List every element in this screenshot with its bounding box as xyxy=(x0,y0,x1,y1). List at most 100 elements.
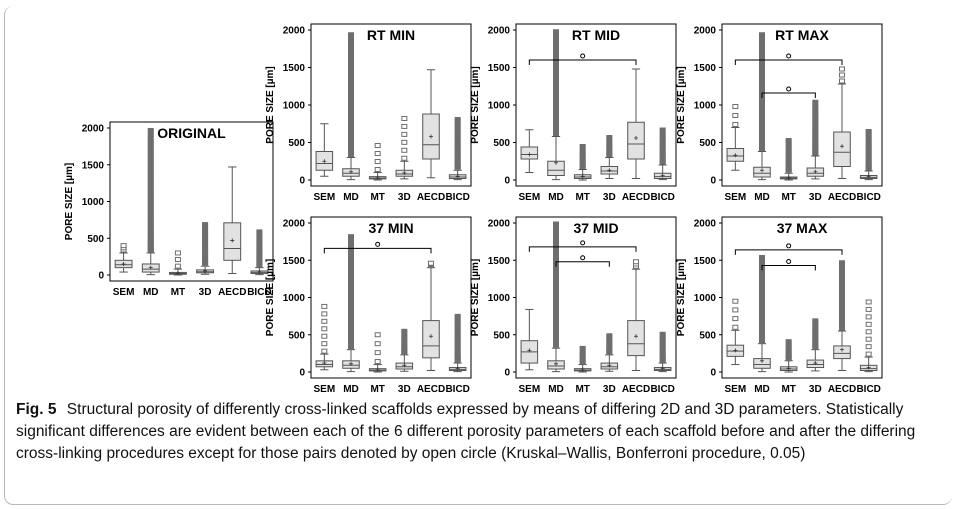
outlier-mark xyxy=(553,225,559,229)
outlier-mark xyxy=(732,113,739,118)
outlier-mark xyxy=(812,103,819,107)
outlier-mark xyxy=(348,318,354,322)
outlier-mark xyxy=(348,76,354,80)
outlier-mark xyxy=(348,297,354,301)
outlier-mark xyxy=(348,287,354,291)
outlier-mark xyxy=(348,117,354,121)
outlier-mark xyxy=(147,213,154,217)
box xyxy=(422,320,440,359)
outlier-mark xyxy=(348,63,354,67)
outlier-mark xyxy=(147,166,154,170)
outlier-mark xyxy=(147,189,154,193)
outlier-mark xyxy=(553,93,559,97)
y-tick-label: 1000 xyxy=(283,101,306,112)
outlier-mark xyxy=(256,233,263,237)
outlier-mark xyxy=(401,330,408,334)
outlier-mark xyxy=(454,321,461,325)
outlier-mark xyxy=(785,139,792,143)
outlier-mark xyxy=(812,336,819,340)
outlier-mark xyxy=(759,47,765,51)
mean-marker xyxy=(760,168,764,173)
outlier-mark xyxy=(553,288,559,292)
outlier-mark xyxy=(454,141,461,145)
outlier-mark xyxy=(553,306,559,310)
outlier-mark xyxy=(553,46,559,50)
outlier-mark xyxy=(659,150,666,154)
outlier-mark xyxy=(732,122,739,127)
mean-marker xyxy=(607,363,612,368)
mean-marker xyxy=(121,261,126,266)
outlier-mark xyxy=(759,319,765,323)
outlier-mark xyxy=(759,262,765,266)
y-tick-label: 1500 xyxy=(694,63,717,74)
outlier-mark xyxy=(256,244,263,248)
outlier-mark xyxy=(759,34,765,38)
outlier-mark xyxy=(659,127,666,131)
outlier-mark xyxy=(759,280,765,284)
outlier-mark xyxy=(785,147,792,151)
outlier-mark xyxy=(553,278,559,282)
outlier-mark xyxy=(865,147,872,151)
outlier-mark xyxy=(321,341,328,347)
outlier-mark xyxy=(147,196,154,200)
outlier-mark xyxy=(759,101,765,105)
outlier-mark xyxy=(401,139,408,145)
outlier-mark xyxy=(202,227,209,231)
mean-marker xyxy=(375,367,380,372)
figure-charts: ORIGINAL 0 500 1000 1500 2000 PORE SIZE [µm] SE… xyxy=(64,23,883,395)
outlier-mark xyxy=(321,318,328,324)
outlier-mark xyxy=(348,242,354,246)
outlier-mark xyxy=(147,137,154,141)
panel-title: RT MIN xyxy=(367,27,415,43)
outlier-mark xyxy=(839,279,845,283)
outlier-mark xyxy=(147,205,154,209)
outlier-mark xyxy=(454,334,461,338)
outlier-mark xyxy=(147,172,154,176)
outlier-mark xyxy=(174,250,181,256)
mean-marker xyxy=(455,366,460,371)
outlier-mark xyxy=(759,313,765,317)
outlier-mark xyxy=(812,117,819,121)
outlier-mark xyxy=(321,333,328,339)
outlier-mark xyxy=(348,123,354,127)
outlier-mark xyxy=(606,146,613,150)
outlier-mark xyxy=(839,281,845,285)
outlier-mark xyxy=(732,298,739,304)
outlier-mark xyxy=(785,351,792,355)
outlier-mark xyxy=(348,315,354,319)
outlier-mark xyxy=(147,153,154,157)
outlier-mark xyxy=(759,303,765,307)
outlier-mark xyxy=(553,246,559,250)
outlier-mark xyxy=(839,66,845,72)
outlier-mark xyxy=(454,153,461,157)
mean-marker xyxy=(840,144,844,149)
y-tick-label: 2000 xyxy=(488,26,511,37)
outlier-mark xyxy=(812,318,819,322)
outlier-mark xyxy=(348,234,354,238)
outlier-mark xyxy=(348,236,354,240)
x-tick-label: MD xyxy=(548,384,564,395)
outlier-mark xyxy=(147,217,154,221)
x-tick-label: SEM xyxy=(313,384,335,395)
outlier-mark xyxy=(147,186,154,190)
outlier-mark xyxy=(759,51,765,55)
outlier-mark xyxy=(348,285,354,289)
outlier-mark xyxy=(553,315,559,319)
outlier-mark xyxy=(553,95,559,99)
outlier-mark xyxy=(553,35,559,39)
outlier-mark xyxy=(348,81,354,85)
outlier-mark xyxy=(759,98,765,102)
significance-bracket xyxy=(528,59,637,65)
outlier-mark xyxy=(759,40,765,44)
outlier-mark xyxy=(812,107,819,111)
significance-bracket xyxy=(761,264,816,271)
outlier-mark xyxy=(759,59,765,63)
outlier-mark xyxy=(553,48,559,52)
outlier-mark xyxy=(606,147,613,151)
outlier-mark xyxy=(553,283,559,287)
outlier-mark xyxy=(454,323,461,327)
outlier-mark xyxy=(256,252,263,256)
significance-bracket xyxy=(323,247,432,254)
outlier-mark xyxy=(865,314,872,320)
outlier-mark xyxy=(659,349,666,353)
